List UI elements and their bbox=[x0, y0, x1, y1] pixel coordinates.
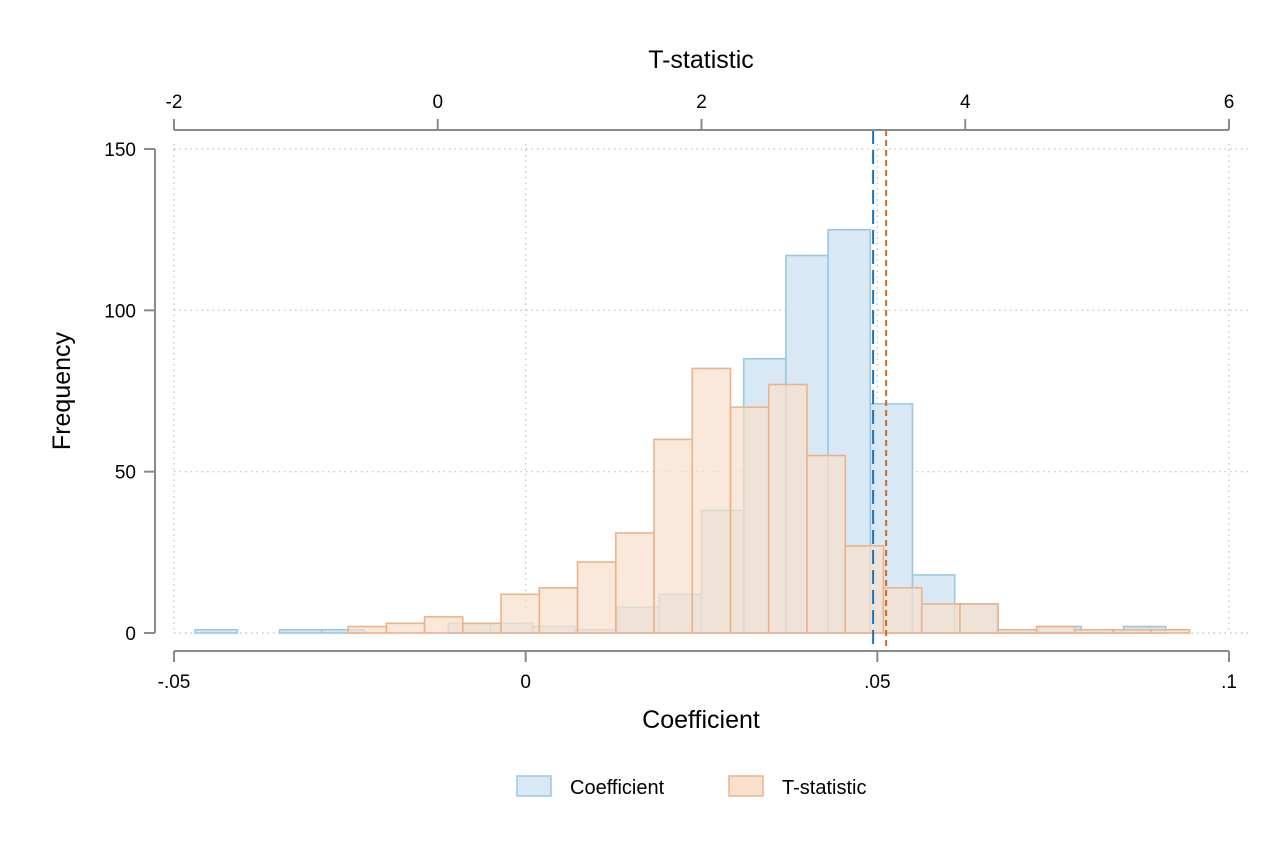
axes: 0 50 100 150 -.05 0 .05 .1 -2 0 2 4 6 bbox=[104, 92, 1237, 693]
bar-tstat bbox=[920, 603, 961, 634]
bar-tstat bbox=[1112, 628, 1152, 634]
y-tick-label: 150 bbox=[104, 140, 136, 161]
bar-tstat bbox=[767, 383, 808, 634]
bar-tstat bbox=[882, 587, 923, 634]
y-tick-label: 100 bbox=[104, 301, 136, 322]
y-tick-label: 50 bbox=[115, 463, 136, 484]
bottom-axis-title: Coefficient bbox=[642, 706, 760, 734]
bar-coefficient bbox=[194, 628, 239, 634]
reference-lines bbox=[872, 130, 888, 651]
bar-tstat bbox=[538, 587, 579, 634]
bar-tstat bbox=[653, 438, 694, 634]
x2-tick-label: 4 bbox=[960, 92, 971, 113]
bar-tstat bbox=[1150, 628, 1191, 634]
bar-tstat bbox=[844, 545, 885, 634]
tstat-bars bbox=[347, 367, 1191, 634]
bar-tstat bbox=[614, 532, 655, 634]
y-tick-label: 0 bbox=[125, 624, 136, 645]
bar-tstat bbox=[347, 625, 388, 634]
bar-tstat bbox=[806, 454, 847, 634]
legend-label-tstat: T-statistic bbox=[782, 777, 866, 799]
bar-tstat bbox=[1035, 625, 1076, 634]
x2-tick-label: 0 bbox=[432, 92, 443, 113]
bar-tstat bbox=[462, 622, 502, 634]
bar-tstat bbox=[385, 622, 426, 634]
x2-tick-label: 2 bbox=[696, 92, 707, 113]
bar-tstat bbox=[691, 367, 732, 634]
y-axis-title: Frequency bbox=[48, 331, 76, 450]
bar-tstat bbox=[959, 603, 1000, 634]
bar-tstat bbox=[500, 593, 541, 634]
legend-swatch-coefficient bbox=[516, 775, 552, 797]
x2-tick-label: 6 bbox=[1224, 92, 1235, 113]
legend-label-coefficient: Coefficient bbox=[570, 777, 665, 799]
x-tick-label: .05 bbox=[864, 672, 890, 693]
bar-tstat bbox=[997, 628, 1038, 634]
bar-tstat bbox=[729, 406, 770, 634]
bar-coefficient bbox=[278, 628, 323, 634]
x2-tick-label: -2 bbox=[166, 92, 183, 113]
legend-swatch-tstat bbox=[728, 775, 764, 797]
bar-tstat bbox=[576, 561, 617, 634]
x-tick-label: 0 bbox=[520, 672, 531, 693]
bar-tstat bbox=[1073, 628, 1114, 634]
x-tick-label: -.05 bbox=[158, 672, 191, 693]
bar-tstat bbox=[423, 616, 464, 634]
legend: Coefficient T-statistic bbox=[516, 775, 866, 799]
top-axis-title: T-statistic bbox=[648, 46, 754, 74]
x-tick-label: .1 bbox=[1221, 672, 1237, 693]
